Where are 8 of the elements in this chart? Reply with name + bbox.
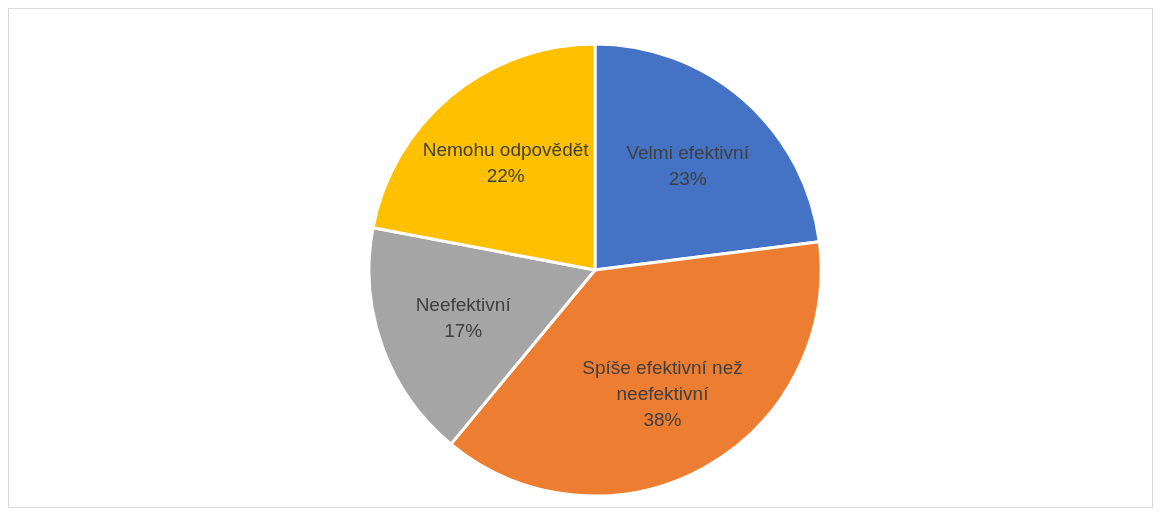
slice-label: Neefektivní (415, 293, 512, 315)
data-label: 23% (668, 167, 707, 189)
slice-label: Spíše efektivní než neefektivní (582, 356, 743, 404)
data-label: 22% (486, 164, 525, 186)
slice-label: Velmi efektivní (626, 141, 750, 163)
data-label: 17% (444, 319, 483, 341)
slice-label: Nemohu odpovědět (422, 138, 590, 160)
data-label: 38% (643, 408, 682, 430)
